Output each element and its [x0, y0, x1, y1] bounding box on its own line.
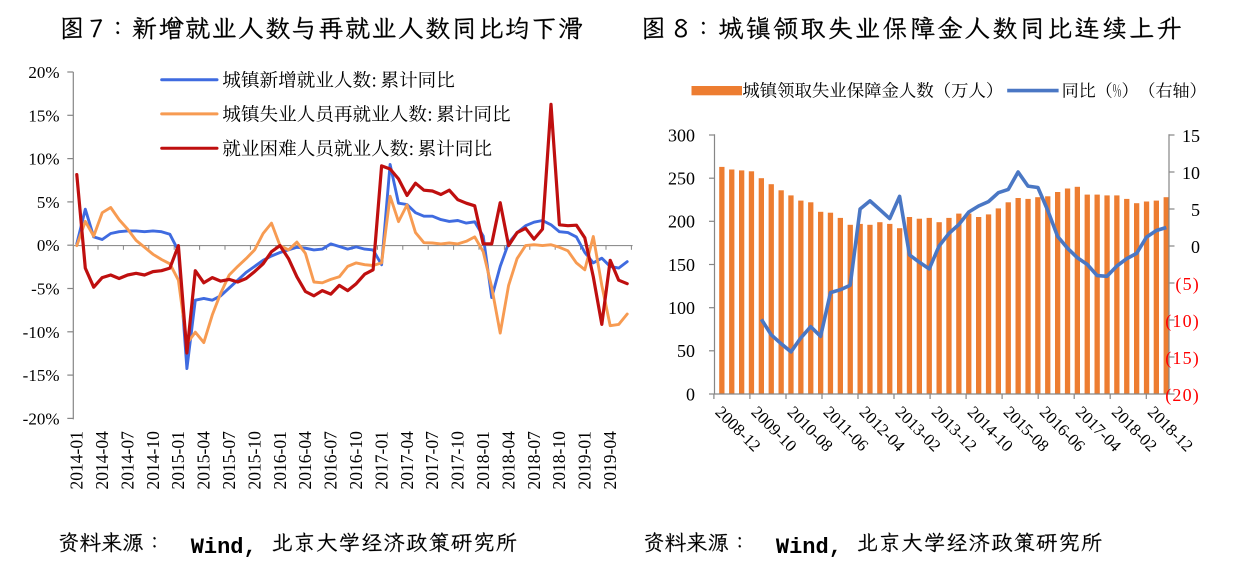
svg-text:200: 200: [668, 212, 695, 232]
svg-text:300: 300: [668, 125, 695, 145]
svg-text:2017-10: 2017-10: [448, 431, 468, 490]
svg-text:(10): (10): [1165, 311, 1200, 332]
svg-text:Wind,: Wind,: [776, 535, 842, 560]
svg-text:2016-04: 2016-04: [295, 431, 315, 490]
svg-text:2015-04: 2015-04: [194, 431, 214, 490]
svg-text:50: 50: [677, 341, 695, 361]
svg-text:150: 150: [668, 255, 695, 275]
svg-text:2017-07: 2017-07: [422, 431, 442, 490]
svg-text:2018-01: 2018-01: [473, 431, 493, 489]
svg-text:2014-10: 2014-10: [143, 431, 163, 490]
svg-text:2018-10: 2018-10: [549, 431, 569, 490]
svg-text:20%: 20%: [28, 63, 59, 82]
svg-text:100: 100: [668, 298, 695, 318]
svg-text:5%: 5%: [37, 193, 60, 212]
svg-text:15%: 15%: [28, 106, 59, 125]
svg-text:2017-01: 2017-01: [371, 431, 391, 489]
svg-text:10: 10: [1182, 163, 1200, 183]
svg-text:-10%: -10%: [23, 323, 60, 342]
svg-text:2014-07: 2014-07: [117, 431, 137, 490]
svg-text:5: 5: [1191, 200, 1200, 220]
svg-text:2014-04: 2014-04: [92, 431, 112, 490]
svg-text:(5): (5): [1175, 274, 1200, 295]
svg-text:-5%: -5%: [31, 280, 59, 299]
svg-text:2016-01: 2016-01: [270, 431, 290, 489]
svg-text:2014-01: 2014-01: [67, 431, 87, 489]
svg-text:(15): (15): [1165, 348, 1200, 369]
svg-text:2016-10: 2016-10: [346, 431, 366, 490]
svg-text:-15%: -15%: [23, 366, 60, 385]
svg-text:(20): (20): [1165, 385, 1200, 406]
svg-text:-20%: -20%: [23, 409, 60, 428]
svg-text:2019-04: 2019-04: [600, 431, 620, 490]
svg-text:0: 0: [1191, 237, 1200, 257]
svg-text:2018-07: 2018-07: [524, 431, 544, 490]
svg-text:2019-01: 2019-01: [575, 431, 595, 489]
svg-text:15: 15: [1182, 126, 1200, 146]
svg-text:0%: 0%: [37, 236, 60, 255]
svg-text:Wind,: Wind,: [191, 535, 257, 560]
svg-text:2015-07: 2015-07: [219, 431, 239, 490]
svg-text:250: 250: [668, 169, 695, 189]
svg-text:2017-04: 2017-04: [397, 431, 417, 490]
svg-text:2016-07: 2016-07: [321, 431, 341, 490]
svg-text:0: 0: [686, 384, 695, 404]
svg-text:10%: 10%: [28, 150, 59, 169]
svg-text:2015-01: 2015-01: [168, 431, 188, 489]
svg-text:2018-04: 2018-04: [498, 431, 518, 490]
svg-text:2015-10: 2015-10: [244, 431, 264, 490]
